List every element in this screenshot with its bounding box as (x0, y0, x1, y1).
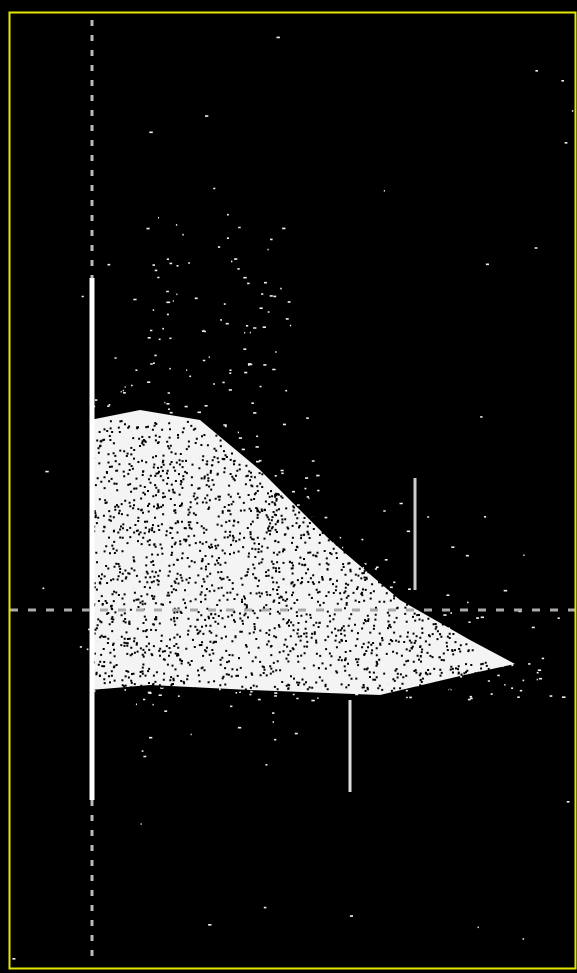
yellow-frame (8, 11, 577, 970)
dense-core (90, 410, 515, 695)
point-cloud (10, 20, 577, 960)
dark-speckles (92, 420, 494, 692)
